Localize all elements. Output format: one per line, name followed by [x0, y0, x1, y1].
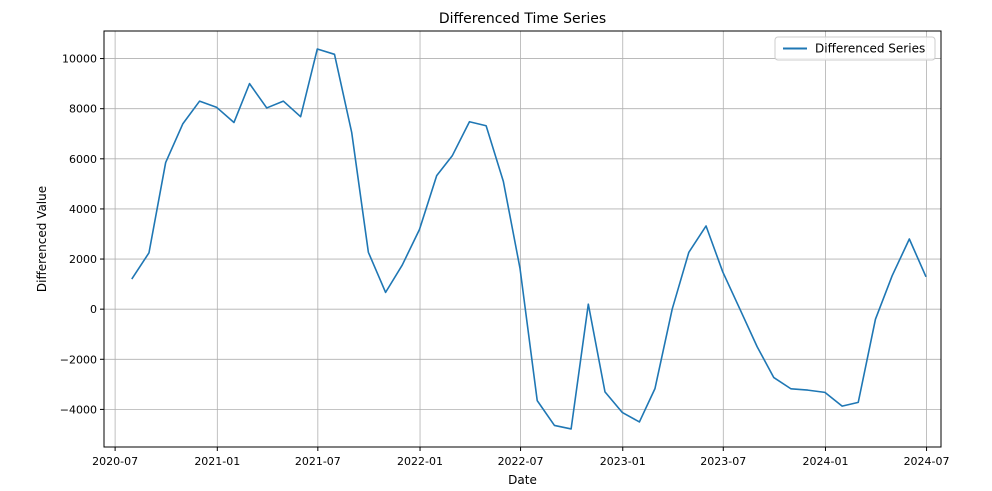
x-tick-label: 2022-07: [498, 455, 544, 468]
data-point: [570, 427, 573, 430]
data-point: [147, 251, 150, 254]
data-point: [705, 224, 708, 227]
plot-frame: [103, 30, 942, 448]
x-axis-label: Date: [508, 473, 537, 487]
y-tick-label: −4000: [60, 403, 97, 416]
data-point: [874, 318, 877, 321]
chart-title: Differenced Time Series: [439, 11, 606, 27]
data-point: [908, 238, 911, 241]
data-point: [299, 115, 302, 118]
x-tick-label: 2021-07: [295, 455, 341, 468]
data-point: [756, 345, 759, 348]
data-point: [384, 291, 387, 294]
x-tick-label: 2021-01: [194, 455, 240, 468]
data-point: [823, 391, 826, 394]
x-axis: 2020-07 2021-01 2021-07 2022-01 2022-07 2023-…: [92, 447, 950, 468]
data-point: [687, 251, 690, 254]
x-tick-label: 2024-07: [904, 455, 950, 468]
legend-box: [774, 36, 936, 61]
data-point: [350, 131, 353, 134]
data-point: [603, 390, 606, 393]
data-point: [790, 387, 793, 390]
data-point: [653, 387, 656, 390]
data-point: [536, 399, 539, 402]
data-point: [468, 120, 471, 123]
x-tick-label: 2024-01: [802, 455, 848, 468]
data-point: [841, 405, 844, 408]
data-point: [418, 228, 421, 231]
data-point: [333, 53, 336, 56]
data-point: [181, 122, 184, 125]
legend-label: Differenced Series: [815, 42, 925, 56]
data-point: [401, 264, 404, 267]
y-tick-label: 10000: [62, 53, 97, 66]
x-tick-label: 2023-01: [600, 455, 646, 468]
y-axis-label: Differenced Value: [35, 186, 49, 292]
data-point: [772, 376, 775, 379]
data-point: [215, 106, 218, 109]
data-point: [232, 121, 235, 124]
y-tick-label: −2000: [60, 353, 97, 366]
data-point: [316, 48, 319, 51]
data-point: [891, 274, 894, 277]
data-point: [198, 100, 201, 103]
data-point: [587, 303, 590, 306]
y-tick-label: 2000: [69, 253, 97, 266]
data-point: [621, 411, 624, 414]
data-point: [265, 106, 268, 109]
data-point: [435, 174, 438, 177]
series-line: [131, 48, 927, 430]
data-point: [553, 424, 556, 427]
data-point: [502, 180, 505, 183]
y-tick-label: 8000: [69, 103, 97, 116]
data-point: [282, 100, 285, 103]
legend: Differenced Series: [774, 36, 936, 61]
data-point: [671, 308, 674, 311]
data-point: [248, 82, 251, 85]
data-point: [638, 420, 641, 423]
y-tick-label: 4000: [69, 203, 97, 216]
x-tick-label: 2023-07: [700, 455, 746, 468]
series-layer: [130, 48, 928, 430]
data-point: [367, 251, 370, 254]
data-point: [130, 278, 133, 281]
grid: [104, 31, 941, 447]
data-point: [485, 124, 488, 127]
data-point: [857, 401, 860, 404]
data-point: [721, 270, 724, 273]
data-point: [519, 267, 522, 270]
y-axis: −4000 −2000 0 2000 4000 6000 8000 10000: [60, 53, 104, 416]
data-point: [738, 308, 741, 311]
data-point: [451, 154, 454, 157]
data-point: [164, 161, 167, 164]
y-tick-label: 6000: [69, 153, 97, 166]
x-tick-label: 2022-01: [397, 455, 443, 468]
data-point: [806, 389, 809, 392]
x-tick-label: 2020-07: [92, 455, 138, 468]
data-point: [925, 275, 928, 278]
y-tick-label: 0: [90, 303, 97, 316]
